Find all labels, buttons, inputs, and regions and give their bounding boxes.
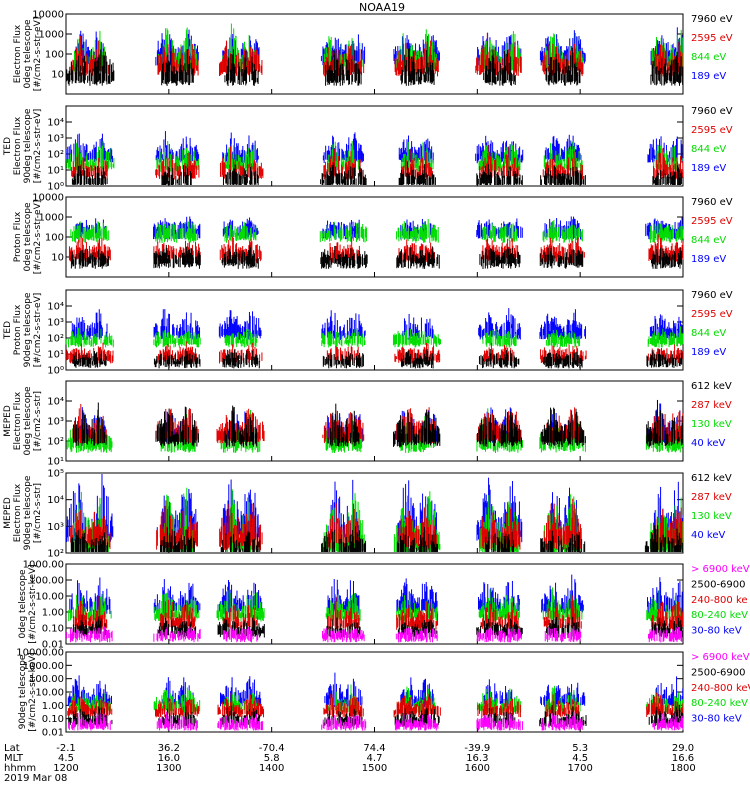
y-axis-label: 0deg telescope [23,19,33,89]
panel-ted-p0: 10000 1000 100 10 Proton Flux 0deg telescope[… [13,193,733,278]
legend-entry: 844 eV [691,328,726,339]
y-tick-label: 1000 [39,213,64,224]
y-tick-label: 10¹ [47,350,64,361]
legend-entry: 7960 eV [691,106,733,117]
legend-entry: 2595 eV [691,125,733,136]
y-tick-label: 10² [47,334,64,345]
y-tick-label: 1000 [39,30,64,41]
y-tick-label: 10000 [32,193,64,204]
series-7960-ev [72,348,683,369]
legend-entry: 2595 eV [691,33,733,44]
legend-entry: 189 eV [691,254,726,265]
series-7960-ev [70,244,683,269]
series-marks [65,308,684,369]
y-axis-label: [#/cm2-s-str-eV] [33,109,43,184]
y-tick-label: 100 [45,50,64,61]
y-tick-label: 10000 [32,10,64,21]
y-axis-label: 90deg telescope [23,108,33,183]
y-tick-label: 10⁴ [47,118,64,129]
legend-entry: 189 eV [691,163,726,174]
legend-entry: 7960 eV [691,197,733,208]
series-844-ev [70,218,684,243]
series-844-ev [65,326,684,348]
instrument-label: TED [3,321,13,340]
y-axis-label: [#/cm2-s-str-eV] [33,17,43,92]
y-tick-label: 10³ [47,134,64,145]
figure-title: NOAA19 [359,1,405,14]
series-7960-ev [71,161,682,185]
legend-entry: 844 eV [691,144,726,155]
y-axis-label: Proton Flux [13,211,23,262]
y-tick-label: 10⁴ [47,302,64,313]
panel-ted-p90: 10⁴ 10³ 10² 10¹ 10⁰ Proton Flux 90deg telescop… [3,289,733,377]
y-tick-label: 100 [45,233,64,244]
y-tick-label: 10 [51,253,64,264]
legend-entry: 7960 eV [691,290,733,301]
panel-ted-e90: 10⁴ 10³ 10² 10¹ 10⁰ Electron Flux 90deg telesc… [3,105,733,193]
legend-entry: 2595 eV [691,216,733,227]
y-axis-label: [#/cm2-s-str-eV] [33,200,43,275]
y-tick-label: 10⁰ [47,366,64,377]
legend-entry: 189 eV [691,71,726,82]
series-marks [65,23,684,86]
series-189-ev [65,131,683,164]
legend-entry: 189 eV [691,347,726,358]
panel-ted-e0: 10000 1000 100 10 Electron Flux 0deg telescop… [13,10,733,95]
legend-entry: 844 eV [691,52,726,63]
y-axis-label: Electron Flux [13,24,23,83]
y-axis-label: 90deg telescope [23,292,33,367]
y-tick-label: 10³ [47,318,64,329]
legend-entry: 7960 eV [691,14,733,25]
y-axis-label: [#/cm2-s-str-eV] [33,293,43,368]
instrument-label: TED [3,137,13,156]
y-axis-label: Electron Flux [13,116,23,175]
y-axis-label: 0deg telescope [23,202,33,272]
series-2595-ev [71,145,684,180]
series-7960-ev [65,47,684,86]
series-marks [68,216,684,269]
y-tick-label: 10¹ [47,166,64,177]
y-tick-label: 10 [51,70,64,81]
y-tick-label: 10⁰ [47,182,64,193]
legend-entry: 2595 eV [691,309,733,320]
legend-entry: 844 eV [691,235,726,246]
y-axis-label: Proton Flux [13,304,23,355]
y-tick-label: 10² [47,150,64,161]
series-marks [65,131,684,185]
